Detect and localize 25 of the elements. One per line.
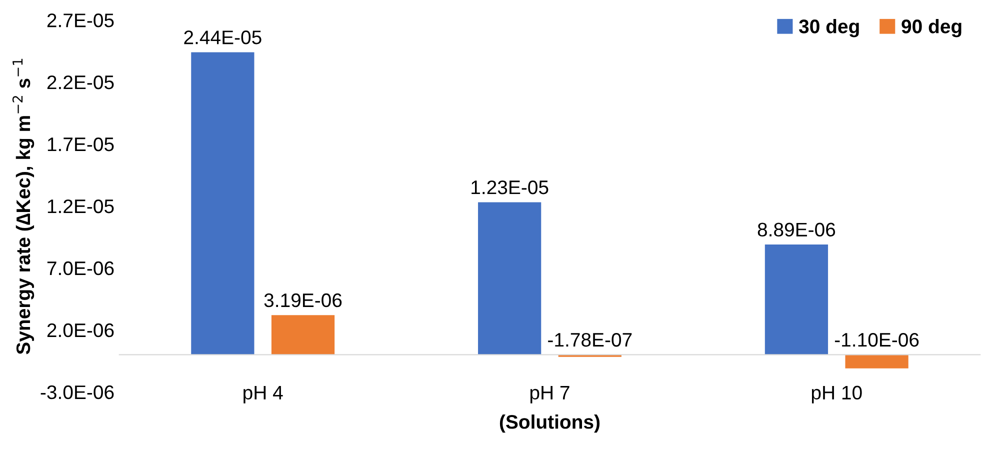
bar <box>191 52 254 355</box>
bar <box>764 244 828 355</box>
y-axis-title: Synergy rate (∆Kec), kg m$^{−2}$ s$^{−1}$ <box>12 58 34 354</box>
data-label: 8.89E-06 <box>758 222 836 237</box>
data-label: 1.23E-05 <box>472 180 548 194</box>
x-tick-label: pH 4 <box>244 386 283 404</box>
y-tick-label: 1.7E-05 <box>48 137 114 152</box>
x-axis-title: (Solutions) <box>500 414 600 433</box>
y-tick-label: 1.2E-05 <box>48 199 114 214</box>
y-tick-label: -3.0E-06 <box>40 385 114 400</box>
bar <box>845 354 908 368</box>
x-tick-label: pH 10 <box>812 386 862 404</box>
legend-label: 90 deg <box>902 19 962 38</box>
x-tick-label: pH 7 <box>530 386 570 404</box>
data-label: -1.10E-06 <box>834 332 919 347</box>
bar <box>271 315 335 355</box>
data-label: 3.19E-06 <box>264 293 342 308</box>
data-label: 2.44E-05 <box>184 30 262 44</box>
data-label: -1.78E-07 <box>548 332 632 347</box>
y-tick-label: 2.2E-05 <box>47 75 114 90</box>
bar <box>478 202 542 355</box>
legend-label: 30 deg <box>799 19 859 38</box>
y-tick-label: 2.0E-06 <box>47 323 114 338</box>
y-tick-label: 2.7E-05 <box>47 14 114 28</box>
y-tick-label: 7.0E-06 <box>47 261 114 276</box>
